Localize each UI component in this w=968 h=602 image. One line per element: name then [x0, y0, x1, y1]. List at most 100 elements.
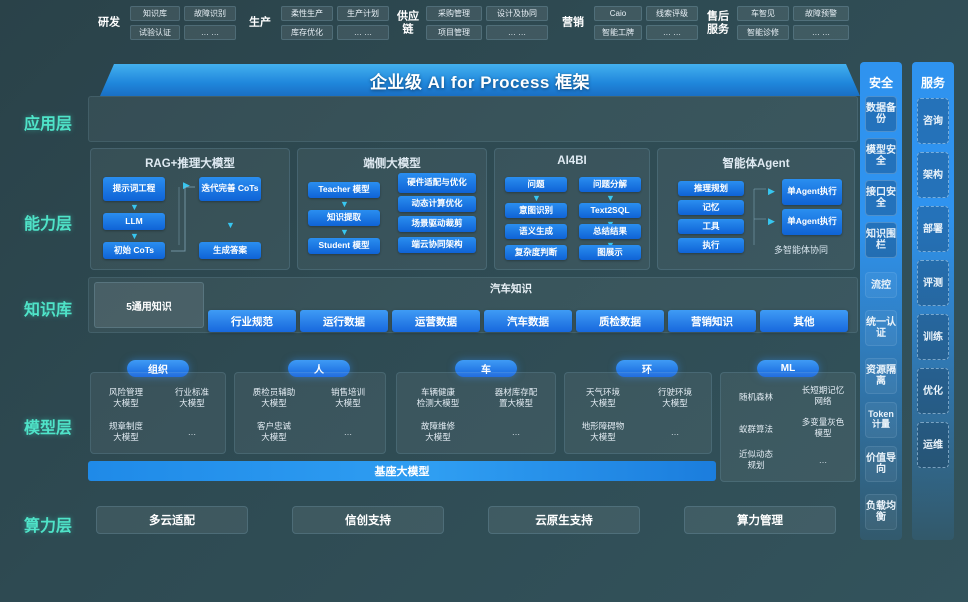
model-group-head[interactable]: 环 [616, 360, 678, 377]
security-rail-item[interactable]: 资源隔离 [865, 358, 897, 394]
node-chip[interactable]: 知识提取 [308, 210, 380, 226]
model-item[interactable]: 质检员辅助 大模型 [252, 387, 296, 408]
node-chip[interactable]: 单Agent执行 [782, 209, 842, 235]
app-cell[interactable]: … … [793, 25, 849, 40]
compute-item[interactable]: 算力管理 [684, 506, 836, 534]
security-rail-item[interactable]: 数据备份 [865, 96, 897, 132]
service-rail-item[interactable]: 训练 [917, 314, 949, 360]
model-item[interactable]: 随机森林 [738, 391, 773, 402]
security-rail-item[interactable]: 模型安全 [865, 138, 897, 174]
model-item[interactable]: 地形障碍物 大模型 [581, 421, 625, 442]
node-chip[interactable]: 迭代完善 CoTs [199, 177, 261, 201]
security-rail-item[interactable]: 知识围栏 [865, 222, 897, 258]
app-cell[interactable]: 故障识别 [184, 6, 236, 21]
app-cell[interactable]: … … [486, 25, 548, 40]
app-cell[interactable]: … … [646, 25, 698, 40]
app-cell[interactable]: … … [337, 25, 389, 40]
node-chip[interactable]: 生成答案 [199, 242, 261, 259]
node-chip[interactable]: 复杂度判断 [505, 245, 567, 260]
node-chip[interactable]: 记忆 [678, 200, 744, 215]
app-cell[interactable]: 故障预警 [793, 6, 849, 21]
app-group-rd: 研发 知识库 试验认证 故障识别 … … [92, 0, 240, 46]
model-group-head[interactable]: ML [757, 360, 819, 377]
agent-connectors [753, 188, 766, 245]
service-rail-item[interactable]: 优化 [917, 368, 949, 414]
kb-chip[interactable]: 行业规范 [208, 310, 296, 332]
node-chip[interactable]: 总结结果 [579, 224, 641, 239]
node-chip[interactable]: 图展示 [579, 245, 641, 260]
model-item[interactable]: 行业标准 大模型 [174, 387, 209, 408]
app-cell[interactable]: 采购管理 [426, 6, 482, 21]
app-cell[interactable]: 知识库 [130, 6, 180, 21]
app-cell[interactable]: Caio [594, 6, 642, 21]
model-item[interactable]: 规章制度 大模型 [108, 421, 143, 442]
security-rail-item[interactable]: 价值导向 [865, 446, 897, 482]
compute-item[interactable]: 多云适配 [96, 506, 248, 534]
model-item[interactable]: 天气环境 大模型 [585, 387, 620, 408]
node-chip[interactable]: Teacher 模型 [308, 182, 380, 198]
kb-chip[interactable]: 运行数据 [300, 310, 388, 332]
app-cell[interactable]: 生产计划 [337, 6, 389, 21]
node-chip[interactable]: LLM [103, 213, 165, 230]
node-chip[interactable]: 意图识别 [505, 203, 567, 218]
model-group-head[interactable]: 车 [455, 360, 517, 377]
node-chip[interactable]: 单Agent执行 [782, 179, 842, 205]
app-cell[interactable]: 车智见 [737, 6, 789, 21]
node-chip[interactable]: 初始 CoTs [103, 242, 165, 259]
app-cell[interactable]: 项目管理 [426, 25, 482, 40]
model-group-box-vehicle: 车辆健康 检测大模型 故障维修 大模型 器材库存配 置大模型 … [396, 372, 556, 454]
model-group-head[interactable]: 组织 [127, 360, 189, 377]
model-item[interactable]: 客户忠诚 大模型 [256, 421, 291, 442]
model-item[interactable]: 行驶环境 大模型 [657, 387, 692, 408]
node-chip[interactable]: 工具 [678, 219, 744, 234]
security-rail-item[interactable]: 接口安全 [865, 180, 897, 216]
model-group-head[interactable]: 人 [288, 360, 350, 377]
model-item[interactable]: 蚁群算法 [738, 423, 773, 434]
kb-chip[interactable]: 质检数据 [576, 310, 664, 332]
model-item[interactable]: 故障维修 大模型 [420, 421, 455, 442]
kb-chip[interactable]: 运营数据 [392, 310, 480, 332]
node-chip[interactable]: 推理规划 [678, 181, 744, 196]
compute-item[interactable]: 云原生支持 [488, 506, 640, 534]
security-rail-item[interactable]: Token计量 [865, 402, 897, 438]
node-chip[interactable]: 端云协同架构 [398, 237, 476, 253]
app-cell[interactable]: 智能工牌 [594, 25, 642, 40]
node-chip[interactable]: 提示词工程 [103, 177, 165, 201]
model-item[interactable]: 车辆健康 检测大模型 [416, 387, 460, 408]
app-cell[interactable]: 库存优化 [281, 25, 333, 40]
kb-generic-box[interactable]: 5通用知识 [94, 282, 204, 328]
model-item[interactable]: 器材库存配 置大模型 [494, 387, 538, 408]
security-rail-item[interactable]: 流控 [865, 272, 897, 298]
model-item[interactable]: 近似动态 规划 [738, 449, 773, 470]
service-rail-item[interactable]: 运维 [917, 422, 949, 468]
service-rail-item[interactable]: 评测 [917, 260, 949, 306]
security-rail-item[interactable]: 负载均衡 [865, 494, 897, 530]
model-item[interactable]: 销售培训 大模型 [330, 387, 365, 408]
node-chip[interactable]: Text2SQL [579, 203, 641, 218]
app-cell[interactable]: 试验认证 [130, 25, 180, 40]
node-chip[interactable]: 硬件适配与优化 [398, 173, 476, 193]
model-item[interactable]: 风险管理 大模型 [108, 387, 143, 408]
app-cell[interactable]: 柔性生产 [281, 6, 333, 21]
node-chip[interactable]: 场景驱动裁剪 [398, 216, 476, 232]
app-cell[interactable]: 设计及协同 [486, 6, 548, 21]
service-rail-item[interactable]: 架构 [917, 152, 949, 198]
model-item[interactable]: 多变量灰色 模型 [801, 417, 845, 438]
service-rail-item[interactable]: 咨询 [917, 98, 949, 144]
node-chip[interactable]: 问题 [505, 177, 567, 192]
kb-chip[interactable]: 营销知识 [668, 310, 756, 332]
service-rail-item[interactable]: 部署 [917, 206, 949, 252]
node-chip[interactable]: 问题分解 [579, 177, 641, 192]
node-chip[interactable]: 执行 [678, 238, 744, 253]
security-rail-item[interactable]: 统一认证 [865, 310, 897, 346]
kb-chip[interactable]: 其他 [760, 310, 848, 332]
app-cell[interactable]: … … [184, 25, 236, 40]
node-chip[interactable]: Student 模型 [308, 238, 380, 254]
compute-item[interactable]: 信创支持 [292, 506, 444, 534]
node-chip[interactable]: 动态计算优化 [398, 196, 476, 212]
app-cell[interactable]: 智能诊修 [737, 25, 789, 40]
node-chip[interactable]: 语义生成 [505, 224, 567, 239]
app-cell[interactable]: 线索评级 [646, 6, 698, 21]
model-item[interactable]: 长短期记忆 网络 [801, 385, 845, 406]
kb-chip[interactable]: 汽车数据 [484, 310, 572, 332]
